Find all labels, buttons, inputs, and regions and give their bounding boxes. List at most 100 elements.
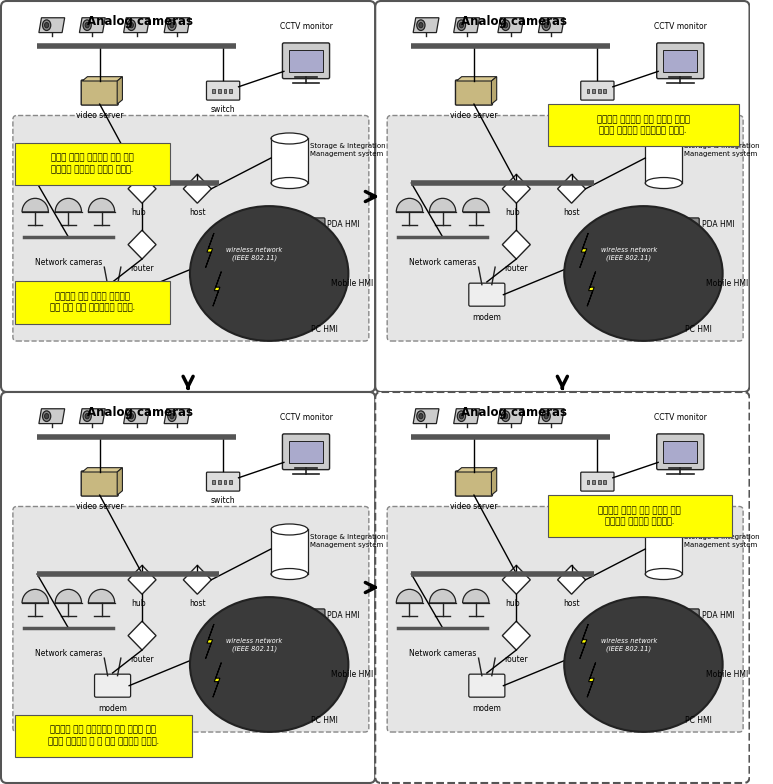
Ellipse shape	[645, 524, 682, 535]
Text: CCTV monitor: CCTV monitor	[654, 22, 707, 31]
FancyBboxPatch shape	[206, 82, 240, 100]
Text: Analog cameras: Analog cameras	[461, 15, 567, 27]
FancyBboxPatch shape	[375, 392, 750, 783]
Polygon shape	[539, 408, 564, 423]
Text: CCTV monitor: CCTV monitor	[280, 22, 332, 31]
FancyBboxPatch shape	[375, 1, 750, 392]
FancyBboxPatch shape	[387, 115, 743, 341]
Text: Storage & Integration
Management system: Storage & Integration Management system	[684, 143, 760, 158]
Bar	[649, 300, 678, 318]
FancyBboxPatch shape	[675, 609, 700, 646]
Polygon shape	[502, 230, 530, 259]
Text: Network cameras: Network cameras	[409, 258, 476, 267]
Bar	[305, 230, 321, 247]
FancyBboxPatch shape	[455, 471, 492, 496]
Bar	[547, 104, 739, 147]
Bar	[271, 140, 308, 183]
Polygon shape	[456, 468, 497, 472]
Bar	[587, 480, 590, 484]
Text: host: host	[564, 208, 580, 216]
Ellipse shape	[271, 133, 308, 144]
Bar	[289, 50, 323, 72]
Text: hub: hub	[506, 208, 520, 216]
Bar	[213, 89, 215, 93]
FancyBboxPatch shape	[455, 80, 492, 105]
Text: PC HMI: PC HMI	[686, 325, 712, 334]
Ellipse shape	[43, 411, 51, 422]
Ellipse shape	[459, 413, 464, 419]
Ellipse shape	[502, 411, 509, 422]
Ellipse shape	[170, 413, 174, 419]
Bar	[15, 714, 192, 757]
Text: router: router	[130, 655, 154, 663]
FancyBboxPatch shape	[468, 674, 505, 697]
FancyBboxPatch shape	[81, 80, 118, 105]
Polygon shape	[587, 271, 595, 307]
Bar	[592, 89, 595, 93]
Text: modem: modem	[472, 704, 501, 713]
Bar	[683, 278, 699, 291]
Ellipse shape	[417, 20, 425, 31]
Text: PDA HMI: PDA HMI	[328, 612, 360, 620]
Text: Analog cameras: Analog cameras	[87, 406, 193, 419]
FancyBboxPatch shape	[267, 712, 312, 720]
Text: Mobile HMI: Mobile HMI	[332, 279, 373, 288]
FancyBboxPatch shape	[13, 506, 369, 732]
Ellipse shape	[503, 413, 508, 419]
Text: video server: video server	[76, 502, 124, 511]
Text: switch: switch	[585, 496, 610, 505]
Ellipse shape	[128, 411, 135, 422]
Polygon shape	[492, 77, 497, 104]
FancyBboxPatch shape	[270, 685, 308, 714]
Polygon shape	[498, 18, 523, 33]
Ellipse shape	[271, 568, 308, 579]
Bar	[271, 532, 308, 574]
Text: PDA HMI: PDA HMI	[702, 220, 734, 230]
FancyBboxPatch shape	[679, 655, 703, 693]
Bar	[645, 532, 682, 574]
Text: Storage & Integration
Management system: Storage & Integration Management system	[310, 535, 385, 548]
Bar	[683, 670, 699, 681]
Polygon shape	[80, 18, 105, 33]
Ellipse shape	[43, 20, 51, 31]
Bar	[598, 89, 601, 93]
Bar	[289, 441, 323, 463]
FancyBboxPatch shape	[270, 294, 308, 323]
Polygon shape	[183, 174, 211, 203]
Bar	[587, 89, 590, 93]
Text: 선박에서 무선 네트워크를 통해 실시간 접안
상황을 모니터링 할 수 있는 솔루션을 개발함.: 선박에서 무선 네트워크를 통해 실시간 접안 상황을 모니터링 할 수 있는 …	[48, 725, 159, 746]
FancyBboxPatch shape	[301, 609, 325, 646]
Ellipse shape	[85, 23, 89, 27]
FancyBboxPatch shape	[81, 471, 118, 496]
Polygon shape	[413, 408, 439, 423]
Wedge shape	[55, 198, 81, 212]
Polygon shape	[502, 174, 530, 203]
Ellipse shape	[128, 20, 135, 31]
Wedge shape	[462, 198, 489, 212]
Text: video server: video server	[450, 502, 498, 511]
Text: 선박의 접안을 모니터링 하기 위한
네트워크 카메라를 부두에 설치함.: 선박의 접안을 모니터링 하기 위한 네트워크 카메라를 부두에 설치함.	[51, 154, 134, 174]
FancyBboxPatch shape	[13, 115, 369, 341]
Bar	[274, 300, 304, 318]
Bar	[218, 480, 221, 484]
Polygon shape	[80, 408, 105, 423]
Ellipse shape	[564, 206, 723, 341]
Text: wireless network
(IEEE 802.11): wireless network (IEEE 802.11)	[601, 638, 657, 652]
Ellipse shape	[45, 23, 49, 27]
Ellipse shape	[419, 413, 423, 419]
Text: PC HMI: PC HMI	[311, 325, 338, 334]
Bar	[229, 480, 232, 484]
Wedge shape	[88, 198, 114, 212]
Bar	[598, 480, 601, 484]
Bar	[645, 140, 682, 183]
Polygon shape	[82, 77, 122, 81]
Wedge shape	[22, 198, 49, 212]
FancyBboxPatch shape	[581, 472, 614, 491]
Bar	[604, 89, 606, 93]
Bar	[305, 620, 321, 638]
Text: 선박에서 접안 상황을 모니터링
하기 위한 무선 네트워크를 구성함.: 선박에서 접안 상황을 모니터링 하기 위한 무선 네트워크를 구성함.	[49, 292, 135, 313]
Polygon shape	[587, 662, 595, 697]
Wedge shape	[88, 590, 114, 603]
Ellipse shape	[542, 411, 550, 422]
Polygon shape	[213, 271, 221, 307]
